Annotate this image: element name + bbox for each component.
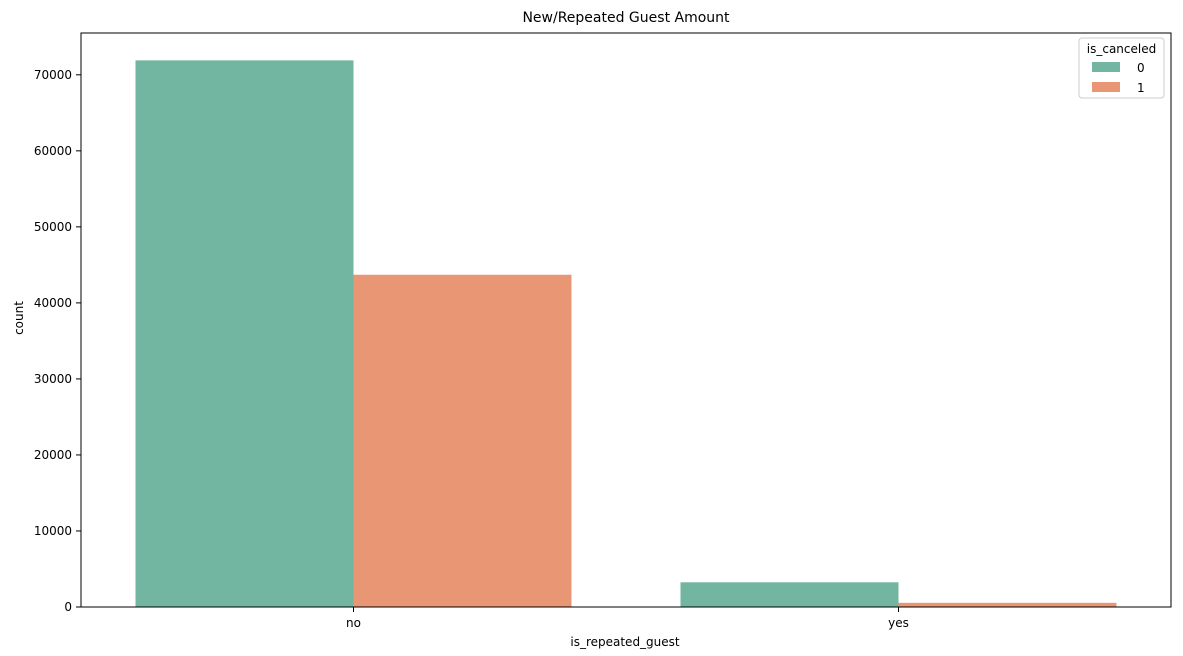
y-tick-label: 50000 <box>34 220 72 234</box>
bar-yes-series-1 <box>898 602 1117 607</box>
bar-yes-series-0 <box>680 582 899 607</box>
y-tick-label: 20000 <box>34 448 72 462</box>
plot-frame <box>80 32 1172 608</box>
legend-swatch-0 <box>1092 62 1120 72</box>
legend-label-0: 0 <box>1137 61 1145 75</box>
y-axis: 0 10000 20000 30000 40000 50000 60000 70000 <box>34 68 81 614</box>
x-axis-label: is_repeated_guest <box>570 635 680 649</box>
bar-no-series-1 <box>353 274 572 607</box>
y-tick-label: 60000 <box>34 144 72 158</box>
x-tick-label: no <box>346 616 361 630</box>
plot-area <box>80 32 1172 608</box>
y-tick-label: 40000 <box>34 296 72 310</box>
y-tick-label: 10000 <box>34 524 72 538</box>
y-tick-label: 0 <box>64 600 72 614</box>
legend-swatch-1 <box>1092 82 1120 92</box>
legend-label-1: 1 <box>1137 81 1145 95</box>
chart-title: New/Repeated Guest Amount <box>522 10 730 26</box>
legend: is_canceled 0 1 <box>1078 37 1165 99</box>
y-tick-label: 70000 <box>34 68 72 82</box>
bar-no-series-0 <box>135 60 354 608</box>
legend-title: is_canceled <box>1087 42 1156 56</box>
y-axis-label: count <box>12 301 26 335</box>
x-axis: no yes <box>346 607 909 630</box>
x-tick-label: yes <box>888 616 909 630</box>
y-tick-label: 30000 <box>34 372 72 386</box>
